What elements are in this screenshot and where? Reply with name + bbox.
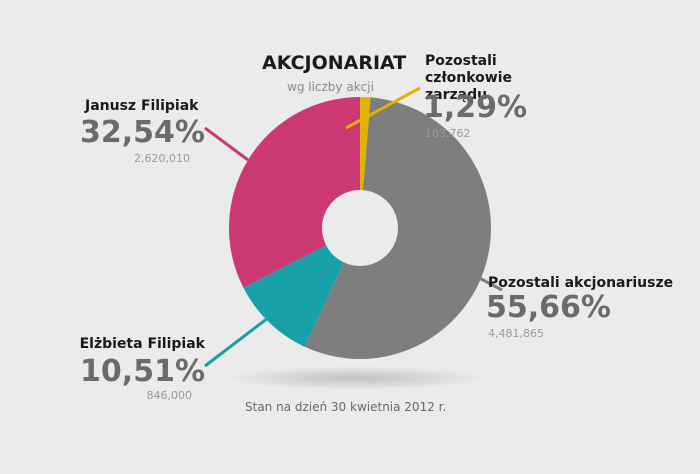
share-label: 103,762 bbox=[425, 127, 471, 140]
donut-slice bbox=[228, 97, 360, 288]
share-label: 4,481,865 bbox=[488, 327, 544, 340]
value-label: 1,29% bbox=[423, 90, 528, 125]
leader-line bbox=[467, 270, 503, 292]
share-label: 2,620,010 bbox=[134, 152, 190, 165]
category-label: Pozostali akcjonariusze bbox=[488, 275, 674, 291]
category-label: Pozostali członkowie zarządu bbox=[425, 53, 513, 103]
leader-line bbox=[204, 316, 269, 368]
chart-subtitle: wg liczby akcji bbox=[287, 80, 374, 94]
footnote: Stan na dzień 30 kwietnia 2012 r. bbox=[245, 400, 447, 414]
value-label: 10,51% bbox=[80, 354, 205, 389]
shadow bbox=[225, 366, 485, 390]
value-label: 32,54% bbox=[80, 115, 205, 150]
leader-line bbox=[204, 126, 249, 162]
share-label: 846,000 bbox=[146, 389, 193, 402]
chart-title: AKCJONARIAT bbox=[262, 52, 407, 74]
category-label: Janusz Filipiak bbox=[85, 98, 199, 114]
donut bbox=[228, 97, 491, 359]
category-label: Elżbieta Filipiak bbox=[79, 336, 205, 352]
donut-slice bbox=[304, 97, 491, 359]
leader-line bbox=[345, 86, 421, 130]
donut-slice bbox=[243, 245, 344, 347]
value-label: 55,66% bbox=[486, 290, 611, 325]
